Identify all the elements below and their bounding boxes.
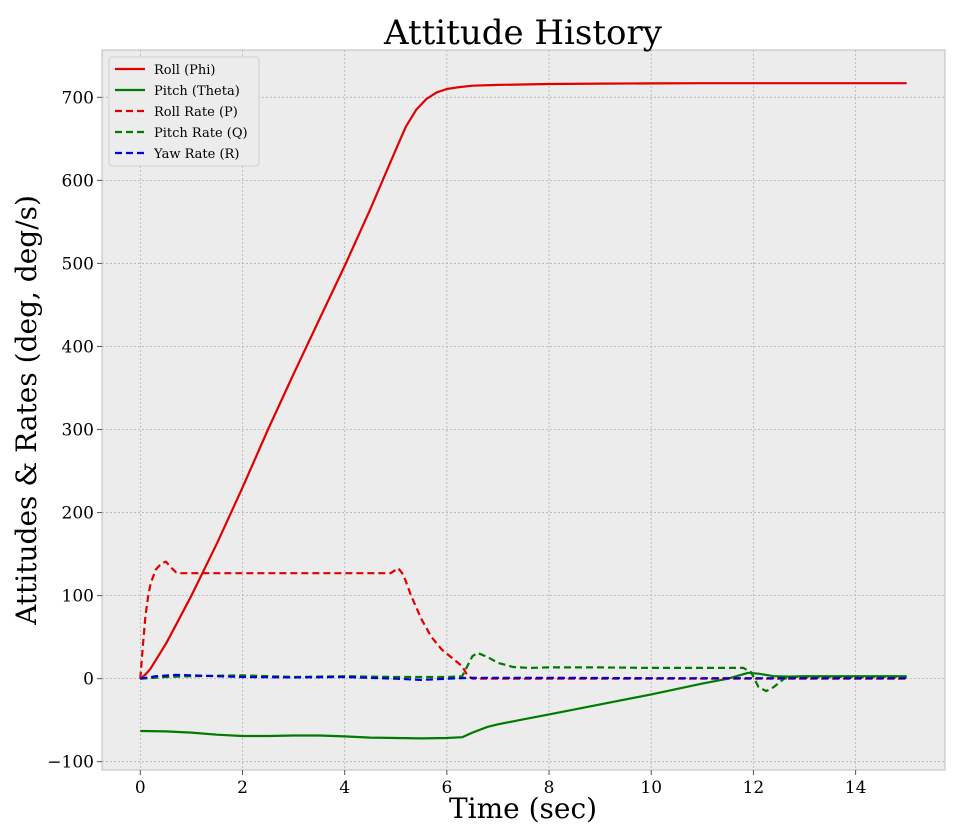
- plot-frame: [101, 49, 946, 771]
- series-line-yaw-rate-r: [140, 673, 907, 681]
- x-tick-label: 6: [441, 778, 452, 798]
- series-line-roll-phi: [139, 82, 907, 680]
- legend-label: Roll (Phi): [154, 63, 215, 78]
- y-tick-label: 100: [62, 587, 94, 607]
- grid: [102, 50, 945, 770]
- legend-label: Pitch Rate (Q): [154, 126, 248, 141]
- x-tick-label: 12: [743, 778, 765, 798]
- x-tick-label: 10: [640, 778, 662, 798]
- legend-box: [108, 56, 260, 167]
- y-tick-label: 600: [62, 171, 94, 191]
- chart-title: Attitude History: [383, 13, 663, 53]
- x-tick-label: 14: [845, 778, 867, 798]
- y-tick-label: 300: [62, 421, 94, 441]
- x-tick-label: 2: [237, 778, 248, 798]
- y-tick-label: 500: [62, 254, 94, 274]
- series-line-roll-rate-p: [139, 560, 907, 680]
- series-line-pitch-theta: [140, 671, 907, 740]
- x-tick-label: 0: [135, 778, 146, 798]
- x-axis-label: Time (sec): [449, 792, 597, 825]
- x-tick-label: 4: [339, 778, 350, 798]
- legend: Roll (Phi) Pitch (Theta) Roll Rate (P) Pitc…: [108, 56, 260, 167]
- y-axis-label: Attitudes & Rates (deg, deg/s): [10, 195, 43, 626]
- y-tick-label: 400: [62, 337, 94, 357]
- legend-label: Roll Rate (P): [154, 105, 238, 120]
- y-tick-label: 700: [62, 88, 94, 108]
- legend-label: Yaw Rate (R): [153, 147, 239, 162]
- y-tick-label: −100: [47, 753, 94, 773]
- y-axis: −100 0 100 200 300 400 500 600 700: [47, 88, 102, 773]
- series-group: [139, 82, 907, 740]
- x-tick-label: 8: [544, 778, 555, 798]
- legend-label: Pitch (Theta): [154, 84, 240, 99]
- x-axis: 0 2 4 6 8 10 12 14: [135, 770, 867, 798]
- y-tick-label: 200: [62, 504, 94, 524]
- y-tick-label: 0: [83, 670, 94, 690]
